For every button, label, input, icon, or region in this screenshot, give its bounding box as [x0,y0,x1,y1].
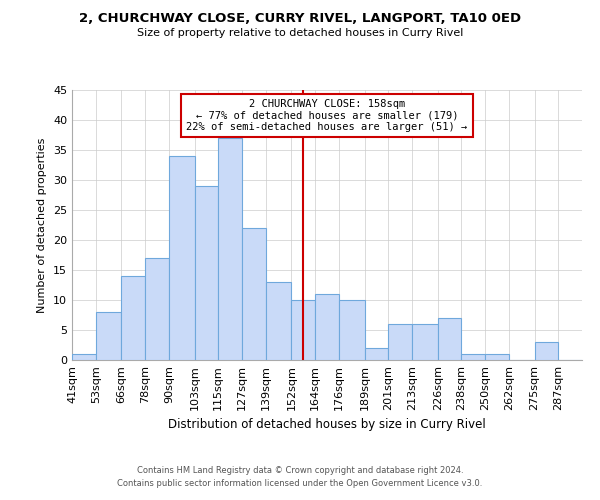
Bar [96,312,121,360]
Text: Size of property relative to detached houses in Curry Rivel: Size of property relative to detached ho… [137,28,463,38]
Bar [485,354,509,360]
Bar [218,138,242,360]
Bar [72,354,96,360]
X-axis label: Distribution of detached houses by size in Curry Rivel: Distribution of detached houses by size … [168,418,486,432]
Bar [388,324,412,360]
Bar [169,156,194,360]
Bar [266,282,292,360]
Bar [461,354,485,360]
Bar [121,276,145,360]
Bar [535,342,558,360]
Bar [437,318,461,360]
Bar [412,324,437,360]
Bar [145,258,169,360]
Bar [292,300,315,360]
Text: 2 CHURCHWAY CLOSE: 158sqm
← 77% of detached houses are smaller (179)
22% of semi: 2 CHURCHWAY CLOSE: 158sqm ← 77% of detac… [187,99,467,132]
Bar [365,348,388,360]
Bar [194,186,218,360]
Bar [242,228,266,360]
Bar [315,294,339,360]
Text: Contains HM Land Registry data © Crown copyright and database right 2024.
Contai: Contains HM Land Registry data © Crown c… [118,466,482,487]
Bar [339,300,365,360]
Y-axis label: Number of detached properties: Number of detached properties [37,138,47,312]
Text: 2, CHURCHWAY CLOSE, CURRY RIVEL, LANGPORT, TA10 0ED: 2, CHURCHWAY CLOSE, CURRY RIVEL, LANGPOR… [79,12,521,26]
